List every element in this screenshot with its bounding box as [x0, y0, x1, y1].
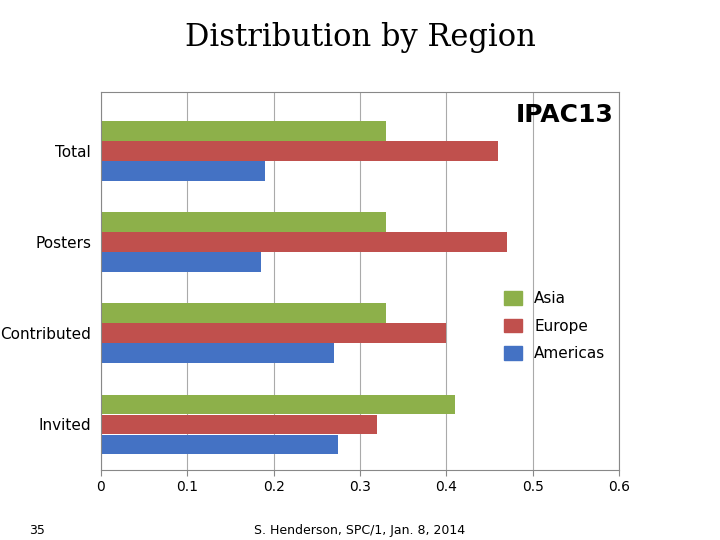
Bar [101, 141, 498, 161]
Bar [101, 323, 446, 343]
Text: Distribution by Region: Distribution by Region [184, 22, 536, 52]
Text: S. Henderson, SPC/1, Jan. 8, 2014: S. Henderson, SPC/1, Jan. 8, 2014 [254, 524, 466, 537]
Bar [101, 395, 455, 414]
Bar [101, 122, 386, 141]
Bar [101, 435, 338, 454]
Bar [101, 232, 507, 252]
Bar [101, 343, 334, 363]
Text: IPAC13: IPAC13 [516, 103, 614, 127]
Bar [101, 212, 386, 232]
Bar [101, 303, 386, 323]
Bar [101, 415, 377, 434]
Bar [101, 252, 261, 272]
Legend: Asia, Europe, Americas: Asia, Europe, Americas [498, 285, 611, 367]
Text: 35: 35 [29, 524, 45, 537]
Bar [101, 161, 265, 181]
